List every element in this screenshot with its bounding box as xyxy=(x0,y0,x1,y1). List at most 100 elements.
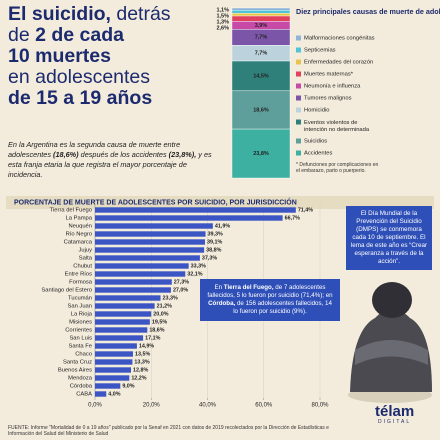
bar xyxy=(95,319,150,325)
value-label: 7,7% xyxy=(255,51,268,57)
y-tick-label: Santa Fe xyxy=(68,344,92,350)
x-tick-label: 0,0% xyxy=(88,403,102,409)
arms xyxy=(355,340,428,365)
legend-label: Muertes maternas* xyxy=(304,72,354,78)
y-tick-label: Corrientes xyxy=(65,328,92,334)
bar xyxy=(95,231,206,237)
legend-label: Suicidios xyxy=(304,139,327,145)
value-label: 3,9% xyxy=(255,23,268,29)
bar xyxy=(95,335,144,341)
value-label: 71,4% xyxy=(298,207,313,213)
value-label: 12,8% xyxy=(133,367,148,373)
x-tick-label: 40,0% xyxy=(199,403,217,409)
value-label: 32,1% xyxy=(187,271,202,277)
bar xyxy=(95,295,161,301)
y-tick-label: Río Negro xyxy=(66,232,92,238)
bar xyxy=(95,343,137,349)
bar xyxy=(95,255,200,261)
value-label: 41,9% xyxy=(215,223,230,229)
bar xyxy=(95,375,130,381)
chart-header xyxy=(6,196,434,209)
legend-label: Tumores malignos xyxy=(304,96,352,102)
value-label: 39,3% xyxy=(208,231,223,237)
bar xyxy=(95,383,121,389)
legend-label: Eventos violentos de intención no determi… xyxy=(304,120,370,133)
value-label: 21,2% xyxy=(157,303,172,309)
bar xyxy=(95,271,186,277)
head xyxy=(372,282,412,318)
y-tick-label: Chaco xyxy=(75,352,92,358)
headline-part: de 15 a 19 años xyxy=(8,87,153,109)
y-tick-label: Catamarca xyxy=(64,240,93,246)
bar xyxy=(95,311,152,317)
bar xyxy=(95,263,189,269)
y-tick-label: Misiones xyxy=(69,320,92,326)
legend-label: Enfermedades del corazón xyxy=(304,60,373,66)
headline-part: detrás xyxy=(116,3,171,25)
legend-swatch xyxy=(296,71,301,77)
footnote: * Defunciones por complicaciones en el em… xyxy=(296,162,378,174)
value-label: 66,7% xyxy=(285,215,300,221)
value-label: 7,7% xyxy=(255,35,268,41)
bar xyxy=(95,351,133,357)
stack-segment xyxy=(231,90,291,130)
y-tick-label: Jujuy xyxy=(78,248,92,254)
value-label: 23,3% xyxy=(163,295,178,301)
note-part: de 7 adolescentes fallecidos, 5 lo fuero… xyxy=(207,284,326,299)
y-tick-label: La Pampa xyxy=(66,216,93,222)
value-label: 12,2% xyxy=(131,375,146,381)
note-part: en xyxy=(325,292,333,299)
value-label: 1,5% xyxy=(216,13,229,19)
source: FUENTE: Informe "Mortalidad de 0 a 19 añ… xyxy=(8,425,329,437)
y-tick-label: Santa Cruz xyxy=(63,360,92,366)
y-tick-label: Mendoza xyxy=(68,376,93,382)
y-tick-label: San Luis xyxy=(69,336,92,342)
intro-part: (18,6%) xyxy=(53,150,79,159)
legend-swatch xyxy=(296,47,301,53)
note-part: de 156 adolescentes fallecidos, 14 lo fu… xyxy=(233,300,332,315)
value-label: 33,3% xyxy=(191,263,206,269)
logo: télam DIGITAL xyxy=(375,404,414,425)
bar xyxy=(95,303,155,309)
y-tick-label: San Juan xyxy=(68,304,93,310)
bar xyxy=(95,247,205,253)
y-tick-label: Tierra del Fuego xyxy=(50,208,92,214)
legend-swatch xyxy=(296,138,301,144)
legend-swatch xyxy=(296,83,301,89)
legend-label: Homicidio xyxy=(304,108,329,114)
value-label: 1,1% xyxy=(216,7,229,13)
stack-segment xyxy=(231,15,291,22)
value-label: 27,3% xyxy=(174,279,189,285)
value-label: 13,5% xyxy=(135,351,150,357)
legend-swatch xyxy=(296,95,301,101)
value-label: 9,0% xyxy=(122,383,134,389)
intro-part: (23,8%), xyxy=(168,150,197,159)
value-label: 17,1% xyxy=(145,335,160,341)
intro: En la Argentina es la segunda causa de m… xyxy=(8,140,223,180)
y-tick-label: Chubut xyxy=(73,264,92,270)
y-tick-label: Córdoba xyxy=(70,384,93,390)
y-tick-label: Tucumán xyxy=(68,296,92,302)
headline-part: de xyxy=(8,24,30,46)
bar xyxy=(95,239,205,245)
y-tick-label: CABA xyxy=(76,392,92,398)
legend-swatch xyxy=(296,150,301,156)
x-tick-label: 80,0% xyxy=(311,403,329,409)
y-tick-label: Formosa xyxy=(69,280,93,286)
bar xyxy=(95,287,171,293)
y-tick-label: La Rioja xyxy=(71,312,93,318)
value-label: 37,3% xyxy=(202,255,217,261)
bar xyxy=(95,279,172,285)
y-tick-label: Entre Ríos xyxy=(65,272,92,278)
y-tick-label: Buenos Aires xyxy=(58,368,92,374)
legend-swatch xyxy=(296,59,301,65)
legend-label: Neumonía e influenza xyxy=(304,84,361,90)
value-label: 20,0% xyxy=(153,311,168,317)
value-label: 2,6% xyxy=(216,25,229,31)
intro-part: En la Argentina es la segunda causa de m… xyxy=(8,140,181,159)
bar xyxy=(95,223,213,229)
headline-part: 2 de cada xyxy=(35,24,125,46)
headline: El suicidio, detrás de 2 de cada 10 muer… xyxy=(8,4,233,109)
